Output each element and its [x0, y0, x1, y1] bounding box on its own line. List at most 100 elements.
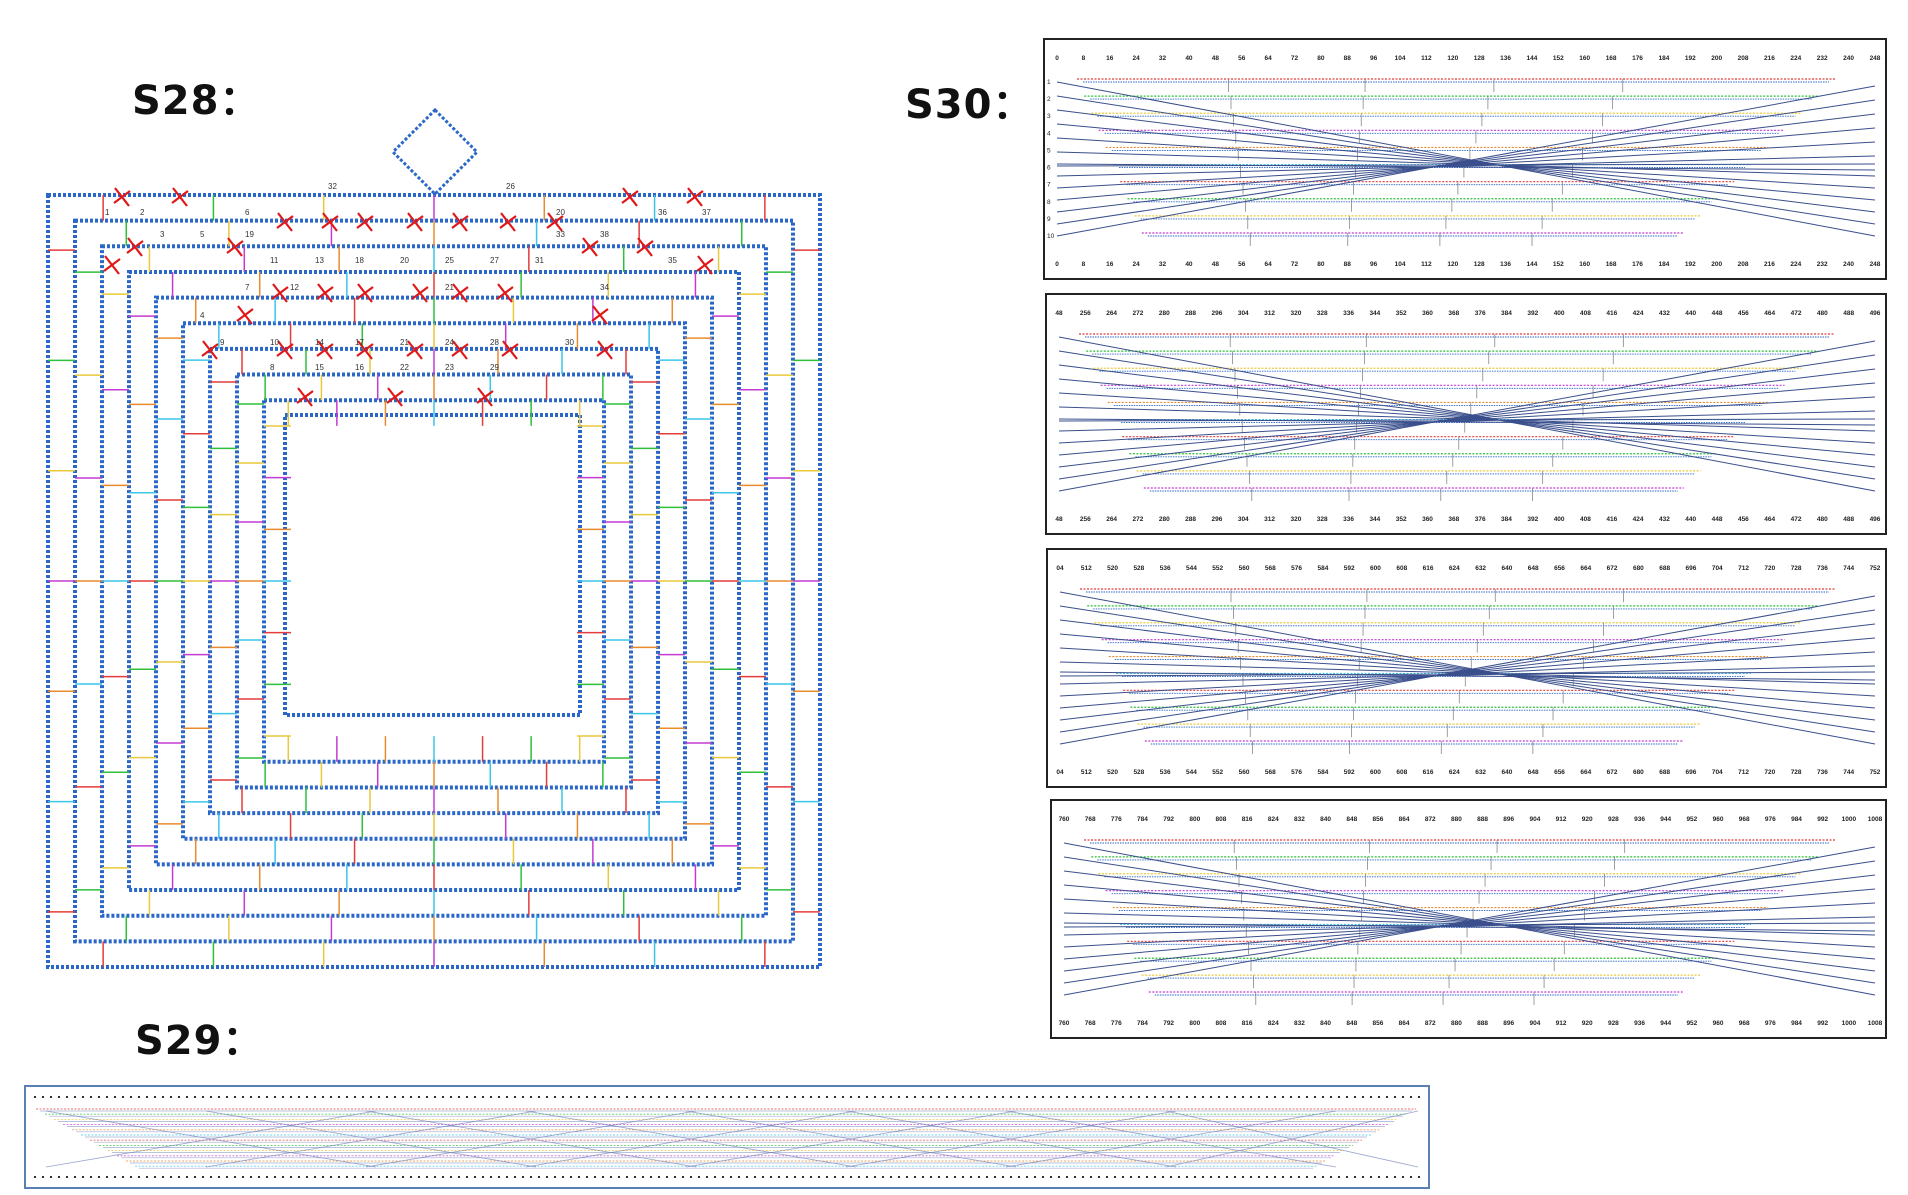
s30-panel-4: 760 768 776 784 792 800 808 816 824 832 840 848 856 8…	[1050, 799, 1887, 1039]
s30-tick-label: 344	[1369, 310, 1380, 317]
s30-tick-label: 712	[1738, 769, 1749, 776]
s30-tick-label: 336	[1343, 310, 1354, 317]
s28-helix-number: 15	[315, 363, 324, 372]
s30-long-track-line	[1063, 884, 1876, 960]
s28-helix-number: 30	[565, 338, 574, 347]
s28-staple-end-marker	[103, 255, 121, 275]
s30-long-track-line	[1063, 912, 1876, 936]
s30-tick-label: 960	[1713, 1020, 1724, 1027]
s30-tick-label: 720	[1764, 565, 1775, 572]
s28-helix-number: 13	[315, 256, 324, 265]
s30-tick-label: 672	[1607, 565, 1618, 572]
s30-tick-label: 128	[1474, 55, 1485, 62]
s28-helix-number: 37	[702, 208, 711, 217]
s29-label: S29：	[135, 1018, 264, 1064]
s30-tick-label: 600	[1370, 565, 1381, 572]
s30-tick-label: 520	[1107, 565, 1118, 572]
s30-tick-label: 880	[1451, 1020, 1462, 1027]
s30-tick-label: 496	[1870, 310, 1881, 317]
s30-tick-label: 688	[1659, 565, 1670, 572]
s30-tick-label: 856	[1373, 1020, 1384, 1027]
s30-row-label: 1	[1047, 79, 1051, 86]
s30-tick-label: 544	[1186, 565, 1197, 572]
s30-long-track-line	[1059, 619, 1876, 721]
s30-tick-label: 16	[1106, 55, 1114, 62]
s30-long-track-line	[1059, 633, 1876, 709]
s30-tick-label: 104	[1395, 261, 1406, 268]
s30-long-track-line	[1059, 665, 1876, 685]
s30-tick-label: 576	[1291, 769, 1302, 776]
s30-tick-label: 384	[1501, 516, 1512, 523]
s28-staple-end-marker	[499, 212, 517, 232]
s30-tick-label: 624	[1449, 565, 1460, 572]
s28-scaffold-diamond	[390, 107, 480, 197]
s28-helix-number: 35	[668, 256, 677, 265]
s30-tick-label: 368	[1448, 516, 1459, 523]
s28-staple-end-marker	[296, 387, 314, 407]
s28-staple-end-marker	[201, 340, 219, 360]
s30-tick-label: 264	[1106, 516, 1117, 523]
s28-helix-number: 4	[200, 311, 205, 320]
s30-tick-label: 840	[1320, 1020, 1331, 1027]
s30-tick-label: 544	[1186, 769, 1197, 776]
s30-bottom-axis: 760 768 776 784 792 800 808 816 824 832 840 848 856 8…	[1059, 1020, 1883, 1027]
s30-long-track-line	[1063, 922, 1876, 932]
s30-tick-label: 248	[1870, 261, 1881, 268]
s30-tick-label: 560	[1239, 565, 1250, 572]
s30-tick-label: 944	[1660, 816, 1671, 823]
s28-helix-number: 21	[445, 283, 454, 292]
s30-tick-label: 536	[1160, 565, 1171, 572]
s28-staple-end-marker	[316, 283, 334, 303]
s30-bottom-axis: 0 8 16 24 32 40 48 56 64 72 80 88 96 104 112 120 128 136 1…	[1055, 261, 1881, 268]
s30-long-track-line	[1059, 671, 1876, 677]
s30-tick-label: 592	[1344, 565, 1355, 572]
s30-tick-label: 640	[1502, 565, 1513, 572]
s30-tick-label: 624	[1449, 769, 1460, 776]
s30-long-track-line	[1058, 406, 1876, 432]
s30-tick-label: 72	[1291, 261, 1299, 268]
s30-tick-label: 480	[1817, 516, 1828, 523]
s30-tick-label: 320	[1290, 310, 1301, 317]
s28-staple-end-marker	[406, 212, 424, 232]
s28-helix-number: 22	[400, 363, 409, 372]
s30-tick-label: 256	[1080, 310, 1091, 317]
s30-tick-label: 696	[1686, 769, 1697, 776]
s28-helix-number: 17	[355, 338, 364, 347]
s30-tick-label: 152	[1553, 55, 1564, 62]
s28-helix-number: 25	[445, 256, 454, 265]
s30-tick-label: 960	[1713, 816, 1724, 823]
s30-tick-label: 672	[1607, 769, 1618, 776]
s30-tick-label: 968	[1739, 816, 1750, 823]
s30-tick-label: 352	[1396, 310, 1407, 317]
s30-tick-label: 04	[1056, 565, 1064, 572]
s28-helix-number: 31	[535, 256, 544, 265]
s30-long-track-line	[1059, 661, 1876, 685]
s30-long-track-line	[1056, 163, 1876, 167]
s30-tick-label: 736	[1817, 769, 1828, 776]
s30-tick-label: 888	[1477, 816, 1488, 823]
s30-tick-label: 704	[1712, 769, 1723, 776]
s30-tick-label: 272	[1133, 310, 1144, 317]
s30-tick-label: 864	[1399, 1020, 1410, 1027]
s30-tick-label: 552	[1212, 565, 1223, 572]
s30-tick-label: 112	[1421, 261, 1432, 268]
s30-tick-label: 448	[1712, 310, 1723, 317]
s30-tick-label: 1008	[1868, 1020, 1883, 1027]
s30-tick-label: 336	[1343, 516, 1354, 523]
s30-tick-label: 992	[1817, 1020, 1828, 1027]
s30-tick-label: 984	[1791, 816, 1802, 823]
s28-helix-number: 28	[490, 338, 499, 347]
s30-tick-label: 712	[1738, 565, 1749, 572]
s30-tick-label: 400	[1554, 310, 1565, 317]
s30-tick-label: 664	[1580, 769, 1591, 776]
s30-long-track-line	[1058, 378, 1876, 456]
s28-inner-window	[283, 413, 582, 717]
s30-tick-label: 32	[1159, 261, 1167, 268]
s30-long-track-line	[1056, 81, 1876, 237]
s28-helix-number: 14	[315, 338, 324, 347]
s28-staple-end-marker	[621, 187, 639, 207]
s29-crossing-line	[45, 1110, 377, 1168]
s30-tick-label: 944	[1660, 1020, 1671, 1027]
s30-tick-label: 240	[1843, 261, 1854, 268]
s28-square-origami-diagram: 32 26 1 2 6 20 36 37 3 5 19 33 38 11 13 18 20 25 27 31 35 7 12…	[40, 105, 830, 985]
